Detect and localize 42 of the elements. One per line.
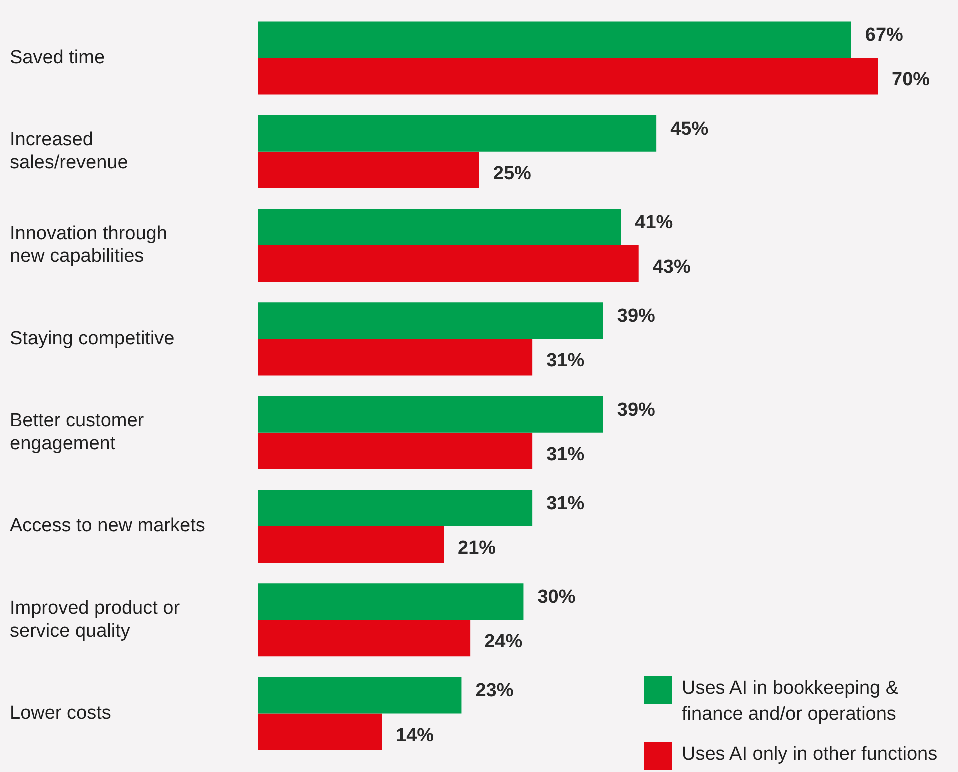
y-tick-label: Improved product or service quality	[10, 598, 181, 642]
data-label: 14%	[396, 725, 434, 746]
bar	[258, 396, 604, 433]
data-label: 31%	[546, 350, 585, 372]
y-tick-label: Saved time	[10, 47, 106, 68]
y-tick-label: Better customer engagement	[10, 410, 145, 454]
y-tick-label: Staying competitive	[10, 328, 175, 350]
y-tick-label: Access to new markets	[10, 516, 206, 537]
data-label: 41%	[635, 212, 674, 234]
data-label: 43%	[652, 257, 691, 278]
data-label: 70%	[892, 70, 930, 91]
data-label: 31%	[546, 493, 585, 514]
data-label: 24%	[484, 632, 523, 653]
y-tick-label: Lower costs	[10, 703, 112, 724]
data-label: 30%	[538, 587, 576, 608]
bar	[258, 302, 604, 340]
data-label: 39%	[617, 400, 656, 421]
data-label: 21%	[458, 538, 496, 559]
data-label: 39%	[617, 306, 656, 328]
legend-label: Uses AI only in other functions	[682, 743, 938, 767]
bar	[258, 22, 852, 58]
data-label: 23%	[476, 680, 514, 702]
bar	[258, 714, 382, 750]
bar	[258, 677, 462, 714]
data-label: 45%	[670, 118, 709, 140]
data-label: 31%	[546, 444, 585, 466]
bar	[258, 584, 524, 620]
bar	[258, 620, 471, 657]
bar	[258, 526, 444, 563]
bar	[258, 152, 480, 188]
bar	[258, 58, 878, 95]
bar	[258, 246, 639, 282]
bar	[258, 115, 657, 152]
bar	[258, 490, 533, 526]
y-tick-label: Increased sales/revenue	[10, 130, 128, 174]
bar	[258, 432, 533, 470]
data-label: 25%	[493, 163, 532, 184]
bar	[258, 209, 622, 246]
bar	[258, 339, 533, 376]
data-label: 67%	[865, 25, 904, 46]
y-tick-label: Innovation through new capabilities	[10, 223, 168, 268]
legend-label: Uses AI in bookkeeping & finance and/or operations	[682, 677, 900, 727]
